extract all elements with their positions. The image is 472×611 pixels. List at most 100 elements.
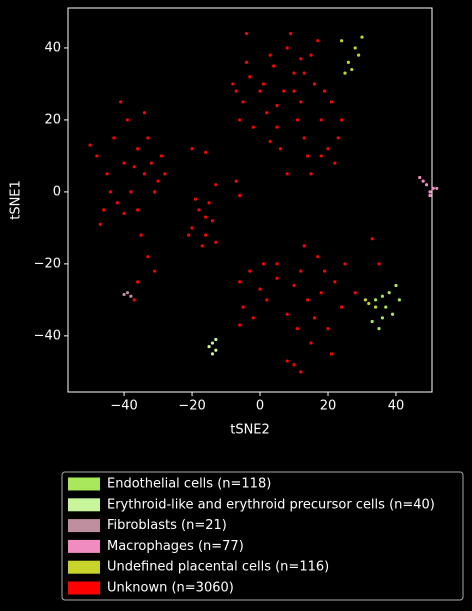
- legend-swatch: [68, 519, 100, 533]
- point: [129, 190, 133, 194]
- y-tick-label: −20: [34, 256, 61, 271]
- point: [234, 179, 238, 183]
- legend-box: [61, 471, 464, 601]
- point: [122, 161, 126, 165]
- point: [268, 53, 272, 57]
- point: [156, 179, 160, 183]
- point: [336, 136, 340, 140]
- point: [309, 341, 313, 345]
- point: [299, 269, 303, 273]
- legend-label: Unknown (n=3060): [107, 581, 234, 596]
- point: [132, 165, 136, 169]
- point: [373, 305, 378, 309]
- point: [292, 363, 296, 367]
- point: [238, 118, 242, 122]
- point: [139, 233, 143, 237]
- point: [244, 60, 249, 64]
- point: [333, 280, 337, 284]
- point: [200, 244, 204, 248]
- point: [204, 233, 208, 237]
- point: [207, 201, 211, 205]
- point: [193, 197, 198, 201]
- point: [238, 323, 242, 327]
- point: [329, 352, 333, 356]
- point: [142, 172, 147, 176]
- point: [187, 233, 191, 237]
- point: [390, 312, 395, 316]
- point: [142, 111, 147, 115]
- point: [302, 136, 306, 140]
- legend-label: Endothelial cells (n=118): [107, 477, 271, 492]
- point: [153, 269, 157, 273]
- point: [275, 125, 279, 129]
- point: [108, 190, 113, 194]
- point: [285, 312, 289, 316]
- point: [272, 64, 276, 68]
- point: [339, 39, 344, 43]
- point: [125, 118, 130, 122]
- point: [285, 359, 289, 363]
- x-axis-label: tSNE2: [230, 423, 270, 438]
- point: [241, 100, 245, 104]
- point: [244, 31, 249, 36]
- point: [149, 161, 153, 165]
- point: [299, 370, 303, 374]
- point: [125, 291, 130, 295]
- y-tick-label: 40: [44, 40, 61, 55]
- point: [428, 193, 432, 198]
- legend-label: Erythroid-like and erythroid precursor c…: [107, 497, 435, 512]
- point: [159, 154, 164, 158]
- point: [377, 327, 381, 331]
- point: [309, 53, 313, 57]
- point: [136, 208, 140, 212]
- point: [323, 89, 327, 93]
- point: [210, 352, 215, 356]
- point: [210, 341, 215, 345]
- point: [248, 269, 252, 273]
- point: [275, 276, 279, 280]
- point: [261, 82, 266, 86]
- point: [102, 208, 106, 212]
- x-tick-label: −40: [110, 399, 137, 414]
- point: [136, 280, 140, 284]
- point: [435, 186, 439, 190]
- point: [421, 179, 425, 183]
- point: [319, 118, 323, 122]
- legend-swatch: [68, 560, 100, 574]
- point: [214, 348, 218, 352]
- point: [299, 100, 303, 104]
- x-tick-label: 0: [256, 399, 264, 414]
- point: [197, 208, 201, 212]
- point: [146, 136, 150, 140]
- point: [329, 100, 333, 104]
- point: [119, 100, 123, 104]
- y-axis-label: tSNE1: [9, 180, 24, 220]
- point: [251, 316, 255, 320]
- point: [343, 71, 347, 75]
- point: [326, 147, 330, 151]
- point: [285, 46, 289, 50]
- point: [132, 298, 136, 302]
- point: [190, 226, 194, 230]
- point: [373, 298, 378, 302]
- point: [105, 172, 109, 176]
- x-tick-label: −20: [178, 399, 205, 414]
- point: [356, 53, 361, 57]
- point: [428, 190, 432, 194]
- point: [302, 71, 306, 75]
- point: [289, 31, 293, 36]
- point: [418, 175, 422, 180]
- legend-swatch: [68, 498, 100, 512]
- point: [316, 39, 320, 43]
- point: [292, 71, 296, 75]
- point: [302, 244, 306, 248]
- y-tick-label: 20: [44, 112, 61, 127]
- point: [343, 262, 347, 266]
- point: [210, 219, 215, 223]
- y-tick-label: −40: [34, 328, 61, 343]
- legend-swatch: [68, 477, 100, 491]
- point: [136, 147, 140, 151]
- point: [115, 201, 119, 205]
- point: [258, 89, 262, 93]
- point: [153, 190, 157, 194]
